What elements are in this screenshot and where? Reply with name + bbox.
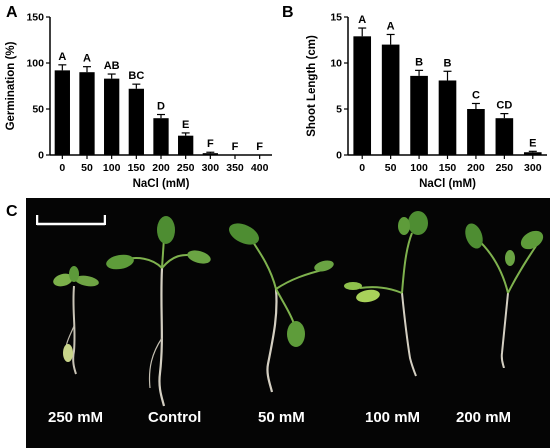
y-axis-label: Shoot Length (cm) [306, 35, 318, 137]
x-tick-label: 50 [81, 162, 93, 174]
photo-label-100mm: 100 mM [365, 409, 421, 426]
germination-bar-chart: 0 50 100 150 0 A 50 A 100 AB 150 BC 200 D 250 E 300 F 350 F… [5, 12, 272, 190]
bar [178, 135, 194, 155]
scale-bar [36, 215, 106, 226]
seedling-50mm [229, 223, 334, 393]
x-tick-label: 0 [359, 162, 365, 174]
bar [104, 78, 120, 155]
photo-label-250mm: 250 mM [48, 409, 104, 426]
y-tick-label: 0 [336, 150, 342, 162]
significance-label: A [83, 53, 91, 65]
y-axis-label: Germination (%) [5, 41, 17, 130]
bar [128, 88, 144, 155]
bar [79, 72, 95, 155]
significance-label: F [232, 141, 239, 153]
x-tick-label: 400 [251, 162, 269, 174]
bar [353, 36, 372, 155]
significance-label: C [472, 89, 480, 101]
photo-label-control: Control [148, 409, 202, 426]
y-tick-label: 100 [26, 58, 44, 70]
x-tick-label: 350 [226, 162, 244, 174]
y-tick-label: 10 [330, 58, 342, 70]
x-tick-label: 50 [385, 162, 397, 174]
x-tick-label: 300 [202, 162, 220, 174]
seedling-photo: 250 mM Control 50 mM 100 mM 200 mM [26, 198, 550, 448]
photo-label-50mm: 50 mM [258, 409, 305, 426]
bar [438, 80, 457, 155]
bar [410, 75, 428, 155]
bar [202, 153, 218, 155]
y-tick-label: 150 [26, 12, 44, 24]
x-tick-label: 200 [467, 162, 485, 174]
x-tick-label: 250 [177, 162, 195, 174]
bar [523, 152, 542, 155]
x-tick-label: 100 [103, 162, 121, 174]
significance-label: A [58, 51, 66, 63]
y-tick-label: 50 [32, 104, 44, 116]
significance-label: F [207, 138, 214, 150]
photo-label-200mm: 200 mM [456, 409, 512, 426]
x-tick-label: 300 [524, 162, 542, 174]
seedling-200mm [465, 223, 544, 368]
significance-label: CD [496, 100, 512, 112]
significance-label: B [444, 57, 452, 69]
x-axis-label: NaCl (mM) [419, 178, 476, 190]
panel-label-b: B [282, 4, 294, 21]
seedling-100mm [344, 211, 428, 377]
y-tick-label: 5 [336, 104, 342, 116]
bar [54, 70, 70, 155]
x-tick-label: 100 [410, 162, 428, 174]
bar [153, 118, 169, 155]
bar [381, 44, 400, 155]
panel-label-c: C [6, 203, 18, 220]
significance-label: D [157, 101, 165, 113]
panel-label-a: A [6, 4, 18, 21]
significance-label: F [256, 141, 263, 153]
y-tick-label: 15 [330, 12, 342, 24]
significance-label: AB [104, 60, 120, 72]
x-axis-label: NaCl (mM) [133, 178, 190, 190]
bar [467, 109, 485, 155]
x-tick-label: 0 [59, 162, 65, 174]
seedling-control [106, 216, 211, 407]
y-tick-label: 0 [38, 150, 44, 162]
significance-label: A [387, 20, 395, 32]
significance-label: BC [128, 70, 144, 82]
x-tick-label: 250 [496, 162, 514, 174]
significance-label: B [415, 56, 423, 68]
bar [495, 118, 514, 155]
x-tick-label: 150 [439, 162, 457, 174]
x-tick-label: 200 [152, 162, 170, 174]
significance-label: A [358, 14, 366, 26]
significance-label: E [182, 119, 189, 131]
significance-label: E [529, 137, 536, 149]
x-tick-label: 150 [128, 162, 146, 174]
seedling-250mm [53, 266, 99, 375]
